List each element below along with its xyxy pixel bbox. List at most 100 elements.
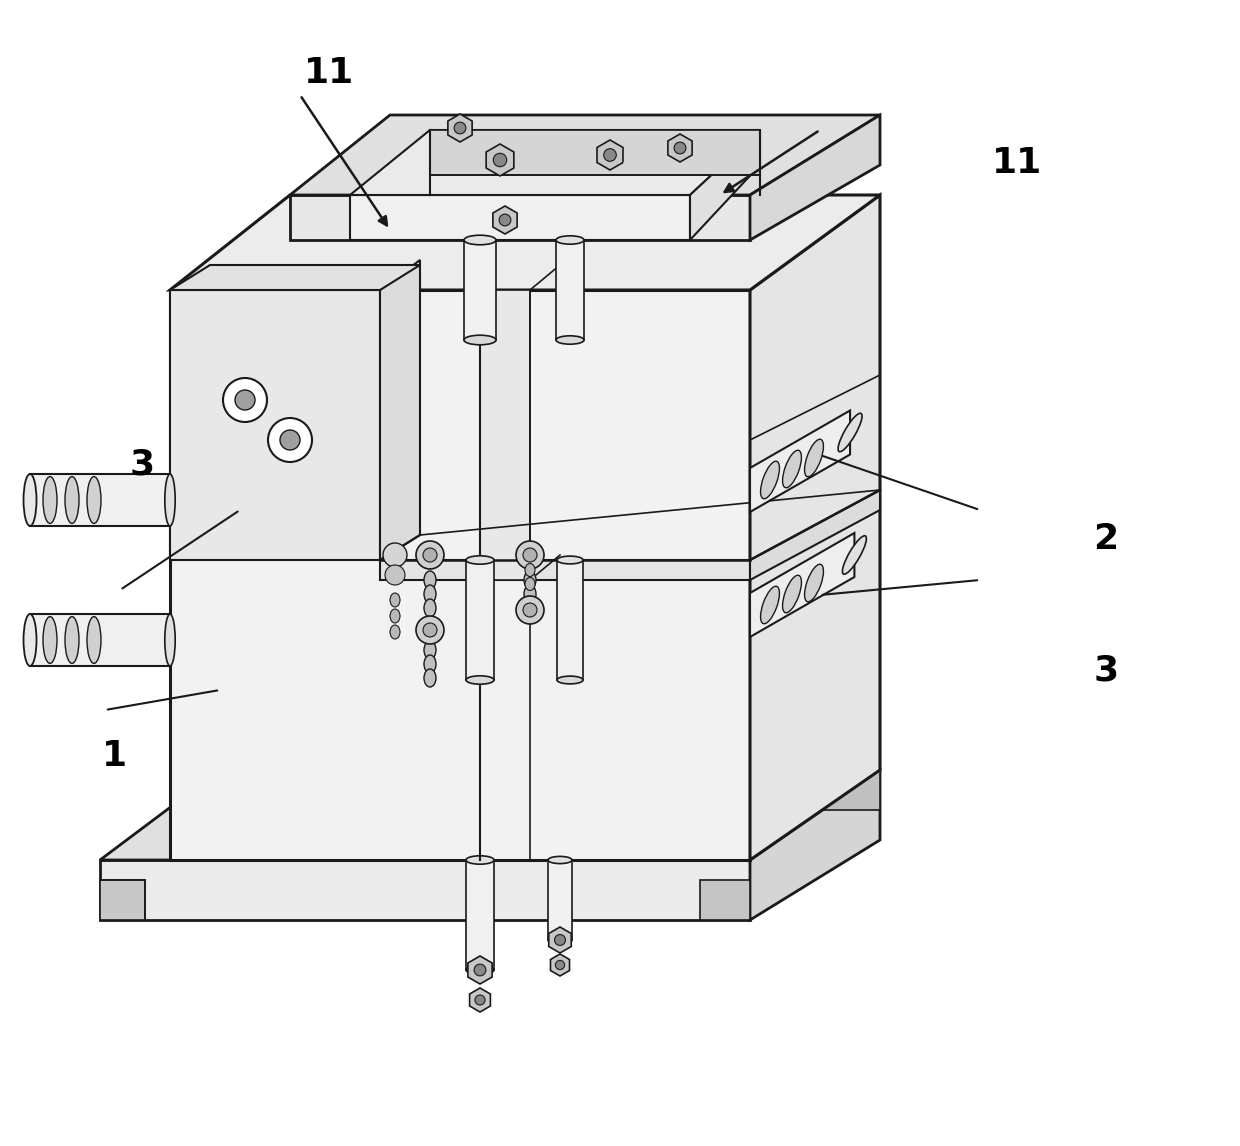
Ellipse shape	[424, 656, 436, 673]
Ellipse shape	[464, 235, 496, 245]
Circle shape	[384, 565, 405, 584]
Polygon shape	[750, 195, 880, 860]
Ellipse shape	[24, 474, 36, 526]
Polygon shape	[668, 134, 692, 162]
Circle shape	[604, 149, 616, 162]
Polygon shape	[466, 860, 494, 970]
Ellipse shape	[525, 584, 536, 603]
Ellipse shape	[424, 584, 436, 603]
Ellipse shape	[525, 578, 534, 590]
Circle shape	[516, 541, 544, 570]
Ellipse shape	[165, 614, 175, 666]
Circle shape	[500, 214, 511, 226]
Circle shape	[415, 617, 444, 644]
Ellipse shape	[43, 617, 57, 664]
Polygon shape	[480, 290, 529, 580]
Ellipse shape	[24, 614, 36, 666]
Circle shape	[474, 964, 486, 976]
Ellipse shape	[87, 617, 100, 664]
Polygon shape	[701, 880, 750, 920]
Ellipse shape	[525, 599, 536, 617]
Ellipse shape	[838, 414, 862, 452]
Text: 11: 11	[992, 146, 1042, 180]
Ellipse shape	[805, 439, 823, 477]
Ellipse shape	[548, 856, 572, 864]
Ellipse shape	[391, 625, 401, 639]
Polygon shape	[430, 129, 760, 175]
Polygon shape	[689, 129, 760, 240]
Polygon shape	[551, 953, 569, 976]
Ellipse shape	[391, 592, 401, 607]
Ellipse shape	[424, 571, 436, 589]
Polygon shape	[30, 474, 170, 526]
Ellipse shape	[556, 236, 584, 244]
Circle shape	[236, 390, 255, 410]
Ellipse shape	[87, 477, 100, 524]
Ellipse shape	[525, 571, 536, 589]
Ellipse shape	[760, 461, 780, 499]
Polygon shape	[467, 956, 492, 984]
Polygon shape	[486, 144, 513, 176]
Text: 11: 11	[304, 56, 353, 91]
Polygon shape	[596, 140, 622, 170]
Circle shape	[556, 960, 564, 970]
Ellipse shape	[557, 556, 583, 564]
Circle shape	[475, 995, 485, 1005]
Polygon shape	[750, 533, 854, 637]
Polygon shape	[750, 770, 880, 920]
Ellipse shape	[525, 564, 534, 576]
Polygon shape	[379, 260, 420, 560]
Circle shape	[523, 603, 537, 617]
Ellipse shape	[165, 474, 175, 526]
Ellipse shape	[760, 587, 780, 623]
Circle shape	[280, 430, 300, 450]
Circle shape	[454, 123, 466, 134]
Ellipse shape	[464, 335, 496, 345]
Circle shape	[223, 378, 267, 422]
Polygon shape	[170, 290, 379, 560]
Polygon shape	[100, 770, 880, 860]
Circle shape	[415, 541, 444, 570]
Polygon shape	[466, 560, 494, 680]
Polygon shape	[470, 988, 490, 1012]
Circle shape	[268, 418, 312, 462]
Ellipse shape	[548, 936, 572, 943]
Polygon shape	[548, 860, 572, 940]
Ellipse shape	[466, 676, 494, 684]
Ellipse shape	[557, 676, 583, 684]
Circle shape	[516, 596, 544, 625]
Ellipse shape	[466, 556, 494, 564]
Polygon shape	[820, 770, 880, 810]
Polygon shape	[100, 880, 145, 920]
Polygon shape	[170, 195, 880, 290]
Polygon shape	[350, 195, 689, 240]
Circle shape	[494, 154, 507, 166]
Circle shape	[423, 623, 436, 637]
Polygon shape	[350, 129, 760, 195]
Ellipse shape	[391, 609, 401, 623]
Polygon shape	[448, 113, 472, 142]
Ellipse shape	[64, 617, 79, 664]
Polygon shape	[170, 290, 750, 860]
Polygon shape	[170, 265, 420, 290]
Ellipse shape	[43, 477, 57, 524]
Ellipse shape	[556, 336, 584, 344]
Polygon shape	[100, 860, 750, 920]
Ellipse shape	[424, 641, 436, 659]
Ellipse shape	[424, 669, 436, 686]
Text: 3: 3	[1094, 653, 1118, 688]
Ellipse shape	[466, 856, 494, 864]
Ellipse shape	[842, 535, 867, 574]
Circle shape	[554, 934, 565, 945]
Text: 2: 2	[1094, 521, 1118, 556]
Polygon shape	[750, 115, 880, 240]
Ellipse shape	[424, 599, 436, 617]
Polygon shape	[549, 927, 572, 953]
Polygon shape	[379, 560, 750, 580]
Polygon shape	[290, 115, 880, 195]
Circle shape	[523, 548, 537, 562]
Ellipse shape	[782, 575, 801, 613]
Polygon shape	[556, 240, 584, 340]
Ellipse shape	[805, 564, 823, 602]
Circle shape	[383, 543, 407, 567]
